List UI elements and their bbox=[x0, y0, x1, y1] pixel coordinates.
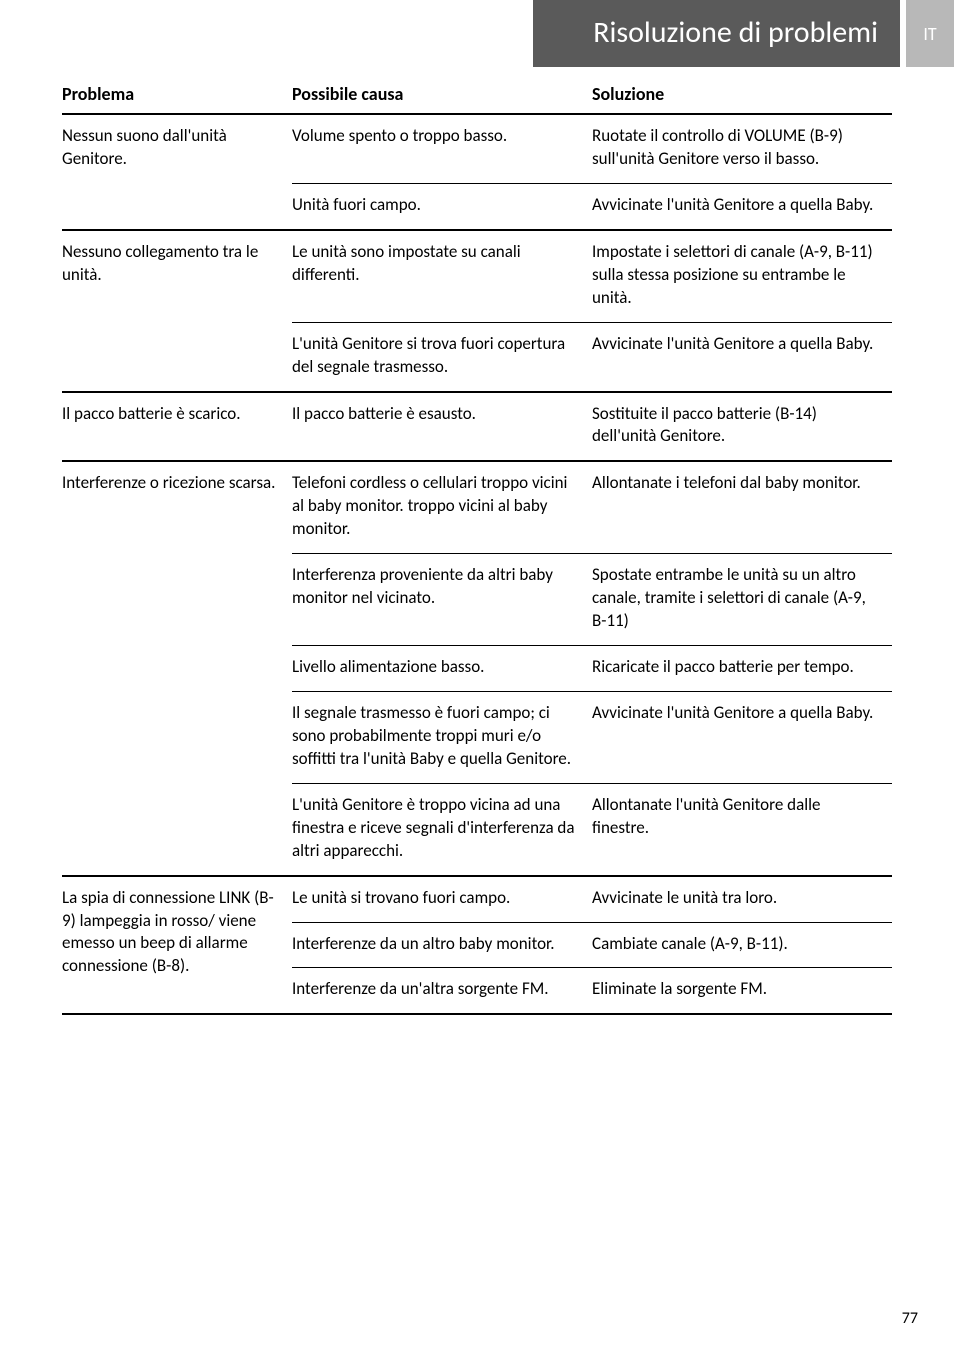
table-row: Interferenze o ricezione scarsa. Telefon… bbox=[62, 461, 892, 553]
cell-causa: L'unità Genitore è troppo vicina ad una … bbox=[292, 783, 592, 875]
header-row: Risoluzione di problemi IT bbox=[0, 0, 954, 67]
cell-soluzione: Avvicinate l'unità Genitore a quella Bab… bbox=[592, 691, 892, 783]
page-title: Risoluzione di problemi bbox=[533, 0, 900, 67]
cell-causa: Interferenza proveniente da altri baby m… bbox=[292, 554, 592, 646]
col-header-soluzione: Soluzione bbox=[592, 77, 892, 114]
cell-soluzione: Ruotate il controllo di VOLUME (B-9) sul… bbox=[592, 114, 892, 183]
troubleshooting-table: Problema Possibile causa Soluzione Nessu… bbox=[62, 77, 892, 1015]
table-header-row: Problema Possibile causa Soluzione bbox=[62, 77, 892, 114]
cell-problema: Interferenze o ricezione scarsa. bbox=[62, 461, 292, 875]
cell-problema: Nessuno collegamento tra le unità. bbox=[62, 230, 292, 392]
cell-soluzione: Spostate entrambe le unità su un altro c… bbox=[592, 554, 892, 646]
table-row: Nessun suono dall'unità Genitore. Volume… bbox=[62, 114, 892, 183]
col-header-causa: Possibile causa bbox=[292, 77, 592, 114]
cell-soluzione: Eliminate la sorgente FM. bbox=[592, 968, 892, 1014]
cell-soluzione: Avvicinate l'unità Genitore a quella Bab… bbox=[592, 183, 892, 229]
cell-soluzione: Cambiate canale (A-9, B-11). bbox=[592, 922, 892, 968]
table-row: Il pacco batterie è scarico. Il pacco ba… bbox=[62, 392, 892, 462]
cell-causa: Livello alimentazione basso. bbox=[292, 646, 592, 692]
cell-problema-text: La spia di connessione LINK (B-9) lampeg… bbox=[62, 887, 274, 977]
cell-causa: Interferenze da un altro baby monitor. bbox=[292, 922, 592, 968]
cell-causa: Le unità sono impostate su canali differ… bbox=[292, 230, 592, 322]
cell-soluzione: Allontanate l'unità Genitore dalle fines… bbox=[592, 783, 892, 875]
page: Risoluzione di problemi IT Problema Poss… bbox=[0, 0, 954, 1350]
cell-soluzione: Avvicinate le unità tra loro. bbox=[592, 876, 892, 922]
cell-causa: Volume spento o troppo basso. bbox=[292, 114, 592, 183]
cell-problema: Nessun suono dall'unità Genitore. bbox=[62, 114, 292, 230]
cell-problema-text: Interferenze o ricezione scarsa. bbox=[62, 472, 275, 493]
cell-causa: Telefoni cordless o cellulari troppo vic… bbox=[292, 461, 592, 553]
header-spacer bbox=[0, 0, 533, 67]
table-row: La spia di connessione LINK (B-9) lampeg… bbox=[62, 876, 892, 922]
cell-soluzione: Allontanate i telefoni dal baby monitor. bbox=[592, 461, 892, 553]
cell-problema: La spia di connessione LINK (B-9) lampeg… bbox=[62, 876, 292, 1015]
cell-soluzione: Impostate i selettori di canale (A-9, B-… bbox=[592, 230, 892, 322]
cell-problema: Il pacco batterie è scarico. bbox=[62, 392, 292, 462]
cell-causa: Le unità si trovano fuori campo. bbox=[292, 876, 592, 922]
cell-causa: Il pacco batterie è esausto. bbox=[292, 392, 592, 462]
cell-causa: Unità fuori campo. bbox=[292, 183, 592, 229]
page-number: 77 bbox=[902, 1309, 918, 1328]
cell-soluzione: Avvicinate l'unità Genitore a quella Bab… bbox=[592, 322, 892, 391]
table-row: Nessuno collegamento tra le unità. Le un… bbox=[62, 230, 892, 322]
cell-causa: Il segnale trasmesso è fuori campo; ci s… bbox=[292, 691, 592, 783]
cell-soluzione: Ricaricate il pacco batterie per tempo. bbox=[592, 646, 892, 692]
cell-causa: Interferenze da un'altra sorgente FM. bbox=[292, 968, 592, 1014]
col-header-problema: Problema bbox=[62, 77, 292, 114]
cell-causa: L'unità Genitore si trova fuori copertur… bbox=[292, 322, 592, 391]
language-tag: IT bbox=[906, 0, 954, 67]
cell-soluzione: Sostituite il pacco batterie (B-14) dell… bbox=[592, 392, 892, 462]
cell-problema-text: Nessuno collegamento tra le unità. bbox=[62, 241, 258, 285]
